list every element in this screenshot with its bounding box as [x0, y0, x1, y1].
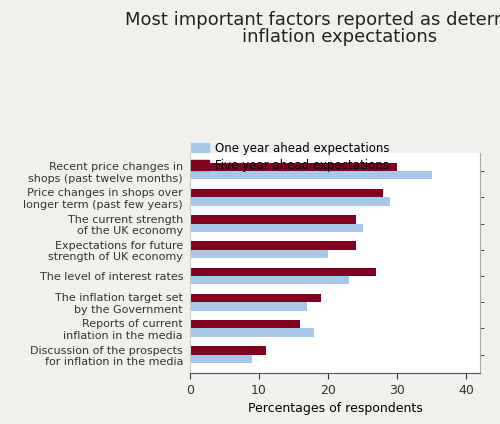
Bar — [190, 241, 356, 250]
Legend: One year ahead expectations, Five year ahead expectations: One year ahead expectations, Five year a… — [191, 142, 389, 172]
Bar — [190, 250, 328, 258]
Bar — [190, 215, 356, 223]
Bar — [190, 163, 397, 171]
Bar — [190, 171, 432, 179]
Bar — [190, 223, 362, 232]
Bar — [190, 294, 321, 302]
Bar — [190, 346, 266, 355]
X-axis label: Percentages of respondents: Percentages of respondents — [248, 402, 422, 415]
Bar — [190, 302, 308, 311]
Bar — [190, 268, 376, 276]
Text: inflation expectations: inflation expectations — [242, 28, 438, 45]
Bar — [190, 276, 349, 285]
Bar — [190, 320, 300, 329]
Bar — [190, 197, 390, 206]
Bar — [190, 189, 384, 197]
Bar — [190, 355, 252, 363]
Text: Most important factors reported as determining: Most important factors reported as deter… — [124, 11, 500, 28]
Bar — [190, 329, 314, 337]
